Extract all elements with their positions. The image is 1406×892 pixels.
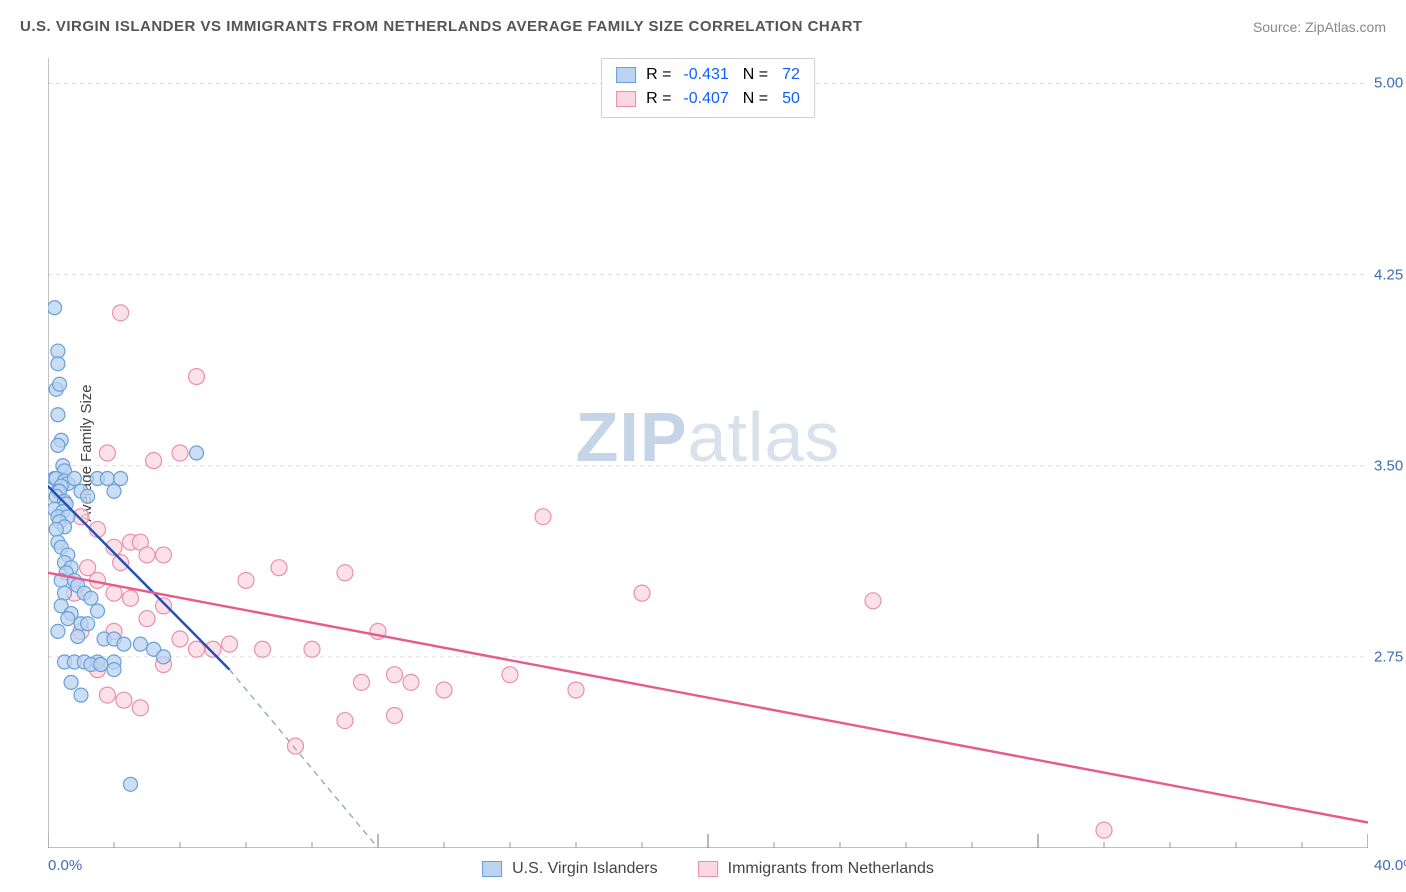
- scatter-chart: [48, 58, 1368, 848]
- y-tick-label: 3.50: [1374, 457, 1403, 474]
- y-tick-label: 2.75: [1374, 648, 1403, 665]
- legend-item: U.S. Virgin Islanders: [482, 860, 658, 878]
- stats-row: R =-0.431N =72: [616, 63, 800, 87]
- stats-row: R =-0.407N =50: [616, 87, 800, 111]
- source-link[interactable]: ZipAtlas.com: [1305, 19, 1386, 35]
- series-legend: U.S. Virgin Islanders Immigrants from Net…: [482, 860, 934, 878]
- chart-title: U.S. VIRGIN ISLANDER VS IMMIGRANTS FROM …: [20, 18, 863, 35]
- source-attribution: Source: ZipAtlas.com: [1253, 19, 1386, 35]
- correlation-stats-box: R =-0.431N =72R =-0.407N =50: [601, 58, 815, 118]
- legend-item: Immigrants from Netherlands: [698, 860, 934, 878]
- x-axis-min-label: 0.0%: [48, 857, 82, 874]
- x-axis-max-label: 40.0%: [1374, 857, 1406, 874]
- chart-area: Average Family Size ZIPatlas 2.753.504.2…: [48, 58, 1368, 848]
- y-tick-label: 4.25: [1374, 266, 1403, 283]
- y-tick-label: 5.00: [1374, 75, 1403, 92]
